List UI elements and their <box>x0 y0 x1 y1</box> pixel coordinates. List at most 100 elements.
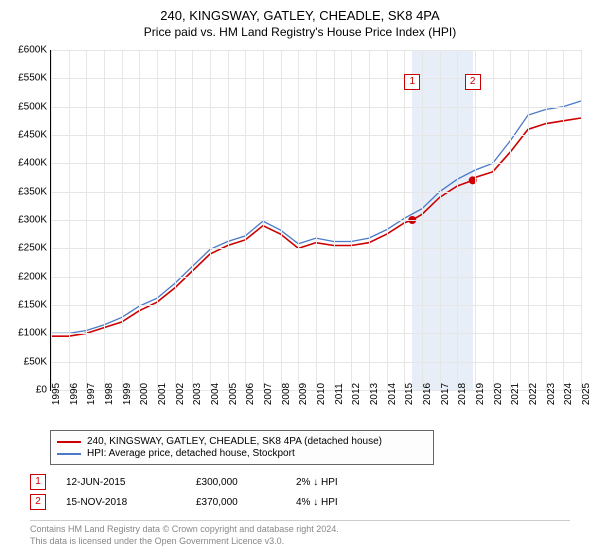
x-tick-label: 2014 <box>387 383 398 405</box>
x-gridline <box>316 50 317 390</box>
x-gridline <box>351 50 352 390</box>
x-gridline <box>210 50 211 390</box>
x-tick-label: 2010 <box>316 383 327 405</box>
x-tick-label: 2006 <box>245 383 256 405</box>
x-tick-label: 2001 <box>157 383 168 405</box>
x-gridline <box>404 50 405 390</box>
chart-plot-area: £0£50K£100K£150K£200K£250K£300K£350K£400… <box>50 50 581 391</box>
x-tick-label: 2023 <box>546 383 557 405</box>
x-gridline <box>157 50 158 390</box>
x-tick-label: 2009 <box>298 383 309 405</box>
x-tick-label: 1997 <box>86 383 97 405</box>
x-tick-label: 1996 <box>69 383 80 405</box>
y-tick-label: £0 <box>3 385 47 396</box>
x-tick-label: 1995 <box>51 383 62 405</box>
y-tick-label: £150K <box>3 300 47 311</box>
x-gridline <box>245 50 246 390</box>
x-tick-label: 2017 <box>440 383 451 405</box>
x-tick-label: 2021 <box>510 383 521 405</box>
x-gridline <box>422 50 423 390</box>
x-tick-label: 1999 <box>122 383 133 405</box>
x-gridline <box>298 50 299 390</box>
sale-row-number-box: 1 <box>30 474 46 490</box>
x-gridline <box>440 50 441 390</box>
x-tick-label: 2024 <box>563 383 574 405</box>
x-gridline <box>192 50 193 390</box>
x-tick-label: 2007 <box>263 383 274 405</box>
y-tick-label: £500K <box>3 101 47 112</box>
x-gridline <box>510 50 511 390</box>
legend-row: 240, KINGSWAY, GATLEY, CHEADLE, SK8 4PA … <box>57 436 427 447</box>
x-gridline <box>493 50 494 390</box>
x-tick-label: 1998 <box>104 383 115 405</box>
x-gridline <box>457 50 458 390</box>
footer-attribution: Contains HM Land Registry data © Crown c… <box>30 520 570 547</box>
y-tick-label: £250K <box>3 243 47 254</box>
x-tick-label: 2004 <box>210 383 221 405</box>
y-tick-label: £300K <box>3 215 47 226</box>
sale-marker-box: 1 <box>404 74 420 90</box>
x-gridline <box>104 50 105 390</box>
x-gridline <box>122 50 123 390</box>
x-tick-label: 2022 <box>528 383 539 405</box>
chart-title-line1: 240, KINGSWAY, GATLEY, CHEADLE, SK8 4PA <box>0 0 600 25</box>
x-tick-label: 2011 <box>334 383 345 405</box>
y-tick-label: £450K <box>3 130 47 141</box>
sale-row: 112-JUN-2015£300,0002% ↓ HPI <box>30 474 376 490</box>
footer-line1: Contains HM Land Registry data © Crown c… <box>30 524 570 536</box>
footer-line2: This data is licensed under the Open Gov… <box>30 536 570 548</box>
legend-row: HPI: Average price, detached house, Stoc… <box>57 448 427 459</box>
x-tick-label: 2000 <box>139 383 150 405</box>
x-gridline <box>228 50 229 390</box>
x-gridline <box>581 50 582 390</box>
sale-events-table: 112-JUN-2015£300,0002% ↓ HPI215-NOV-2018… <box>30 470 376 514</box>
x-gridline <box>281 50 282 390</box>
x-gridline <box>263 50 264 390</box>
y-tick-label: £350K <box>3 186 47 197</box>
y-tick-label: £100K <box>3 328 47 339</box>
x-tick-label: 2012 <box>351 383 362 405</box>
x-gridline <box>334 50 335 390</box>
x-gridline <box>175 50 176 390</box>
x-tick-label: 2002 <box>175 383 186 405</box>
y-tick-label: £400K <box>3 158 47 169</box>
x-gridline <box>51 50 52 390</box>
x-gridline <box>139 50 140 390</box>
x-tick-label: 2019 <box>475 383 486 405</box>
sale-row-date: 15-NOV-2018 <box>66 497 176 508</box>
sale-row-diff: 4% ↓ HPI <box>296 497 376 508</box>
x-tick-label: 2015 <box>404 383 415 405</box>
sale-row-price: £300,000 <box>196 477 276 488</box>
y-tick-label: £600K <box>3 45 47 56</box>
x-gridline <box>563 50 564 390</box>
x-gridline <box>69 50 70 390</box>
x-tick-label: 2008 <box>281 383 292 405</box>
x-gridline <box>369 50 370 390</box>
y-tick-label: £200K <box>3 271 47 282</box>
x-tick-label: 2013 <box>369 383 380 405</box>
sale-row-number-box: 2 <box>30 494 46 510</box>
sale-row-date: 12-JUN-2015 <box>66 477 176 488</box>
y-tick-label: £50K <box>3 356 47 367</box>
legend-swatch <box>57 453 81 455</box>
legend-swatch <box>57 441 81 443</box>
chart-title-line2: Price paid vs. HM Land Registry's House … <box>0 25 600 43</box>
y-tick-label: £550K <box>3 73 47 84</box>
x-tick-label: 2025 <box>581 383 592 405</box>
x-tick-label: 2016 <box>422 383 433 405</box>
sale-row-price: £370,000 <box>196 497 276 508</box>
x-gridline <box>546 50 547 390</box>
legend-box: 240, KINGSWAY, GATLEY, CHEADLE, SK8 4PA … <box>50 430 434 465</box>
x-tick-label: 2018 <box>457 383 468 405</box>
x-tick-label: 2003 <box>192 383 203 405</box>
legend-label: HPI: Average price, detached house, Stoc… <box>87 448 295 459</box>
sale-marker-box: 2 <box>465 74 481 90</box>
x-gridline <box>387 50 388 390</box>
x-tick-label: 2020 <box>493 383 504 405</box>
x-gridline <box>475 50 476 390</box>
x-tick-label: 2005 <box>228 383 239 405</box>
legend-label: 240, KINGSWAY, GATLEY, CHEADLE, SK8 4PA … <box>87 436 382 447</box>
x-gridline <box>528 50 529 390</box>
x-gridline <box>86 50 87 390</box>
sale-row: 2 15-NOV-2018 £370,000 4% ↓ HPI <box>30 494 376 510</box>
